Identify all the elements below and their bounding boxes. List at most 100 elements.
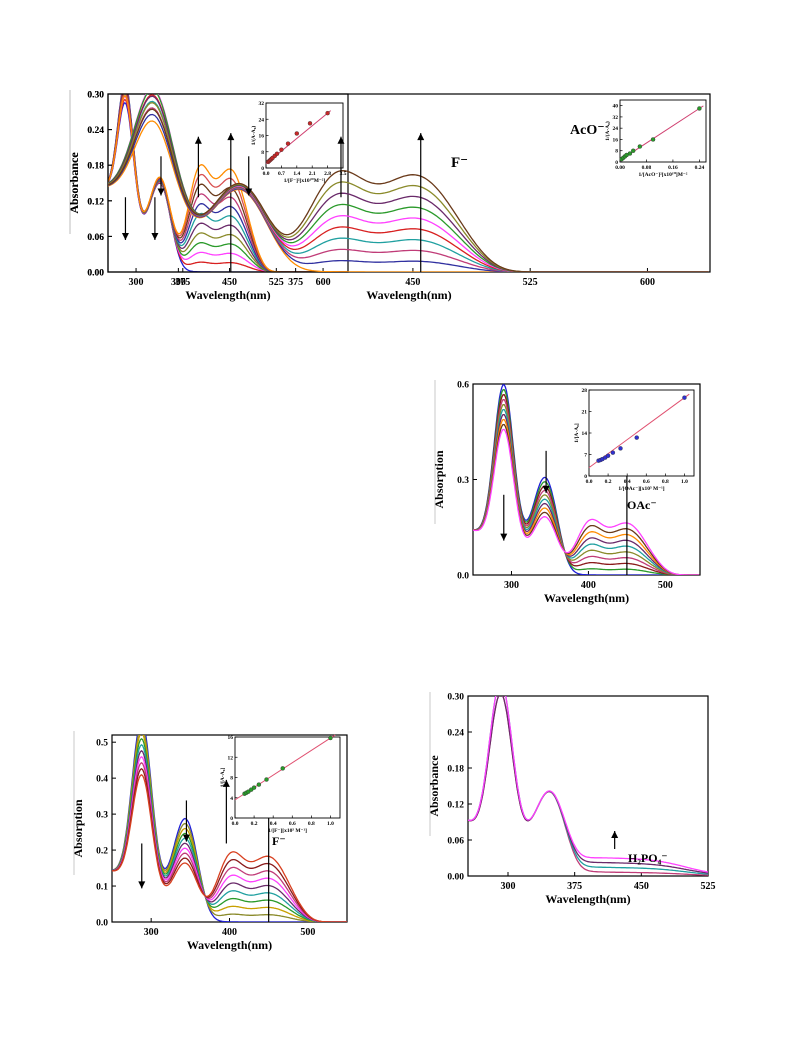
increase-arrow-1-head [194, 136, 202, 144]
inset-x-tick-label: 1.4 [293, 171, 300, 177]
inset-x-tick-label: 0.0 [586, 479, 593, 485]
x-tick-label: 600 [640, 277, 655, 288]
plot-frame [467, 695, 709, 877]
x-axis-label: Wavelength(nm) [366, 288, 451, 302]
inset-y-tick-label: 32 [613, 115, 619, 121]
y-tick-label: 0.1 [96, 883, 108, 893]
y-tick-label: 0.06 [447, 837, 464, 847]
series-line-1 [468, 696, 708, 876]
x-tick-label: 450 [405, 277, 420, 288]
inset-x-axis-label: 1/[F⁻]²[x10¹⁰M⁻²] [284, 177, 326, 184]
inset-y-tick-label: 14 [582, 431, 588, 437]
y-tick-label: 0.0 [96, 919, 108, 929]
y-axis-label: Absorbance [67, 152, 81, 214]
x-tick-label: 450 [634, 881, 649, 892]
inset-point [280, 766, 285, 771]
inset-y-tick-label: 24 [259, 117, 265, 123]
inset-y-tick-label: 40 [613, 104, 619, 110]
y-tick-label: 0.3 [457, 476, 469, 486]
inset-frame [588, 389, 695, 477]
inset-x-tick-label: 0.8 [662, 479, 669, 485]
decrease-arrow-1-head [151, 232, 159, 240]
x-tick-label: 400 [581, 580, 596, 591]
x-tick-label: 375 [567, 881, 582, 892]
inset-y-tick-label: 0 [584, 474, 587, 480]
inset-y-tick-label: 0 [615, 160, 618, 166]
increase-arrow-1-head [337, 136, 345, 144]
chart-oac-absorption: 0.0 0.3 0.6 300 400 500 Wavelength(nm) Absorpti… [432, 380, 701, 605]
inset-y-tick-label: 16 [228, 735, 234, 741]
series-line-10 [108, 108, 709, 272]
y-tick-label: 0.24 [87, 126, 104, 136]
inset-x-tick-label: 0.2 [251, 821, 258, 827]
ion-label: H₂PO₄⁻ [628, 851, 668, 865]
y-tick-label: 0.5 [96, 739, 108, 749]
series-group [108, 94, 348, 272]
y-tick-label: 0.18 [87, 162, 104, 172]
y-tick-label: 0.18 [87, 162, 104, 172]
inset-y-tick-label: 24 [613, 126, 619, 132]
ion-label: F⁻ [451, 155, 468, 171]
increase-arrow-head [611, 831, 619, 838]
inset-x-axis-label: 1/[AcO⁻]²[x10¹⁰]M⁻² [639, 171, 688, 178]
series-group [112, 735, 347, 922]
decrease-arrow-1-head [138, 881, 146, 889]
x-axis-label: Wavelength(nm) [544, 591, 629, 605]
chart-f-absorption: 0.0 0.1 0.2 0.3 0.4 0.5 300 400 500 Wavelength(nm… [71, 731, 348, 952]
series-line-4 [468, 696, 708, 873]
inset-x-tick-label: 0.2 [605, 479, 612, 485]
ion-label: AcO⁻ [570, 123, 605, 138]
y-tick-label: 0.06 [87, 233, 104, 243]
inset-x-tick-label: 1.0 [327, 821, 334, 827]
y-axis-label: Absorption [432, 450, 446, 508]
inset-y-axis-label: 1/[A-A₀] [220, 768, 226, 788]
y-tick-label: 0.30 [447, 693, 464, 703]
y-tick-label: 0.3 [96, 811, 108, 821]
inset-point [307, 121, 313, 126]
inset-x-tick-label: 0.0 [263, 171, 270, 177]
inset-y-tick-label: 21 [582, 410, 588, 416]
inset-x-tick-label: 0.4 [624, 479, 631, 485]
inset-x-axis-label: 1/[F⁻][x10⁵ M⁻¹] [268, 828, 307, 834]
inset-x-tick-label: 0.6 [643, 479, 650, 485]
inset-y-tick-label: 0 [261, 166, 264, 172]
increase-arrow-1-head [222, 779, 230, 787]
inset-point [650, 137, 656, 142]
inset-fit-line [588, 393, 690, 469]
x-axis-label: Wavelength(nm) [545, 892, 630, 906]
y-tick-label: 0.30 [87, 91, 104, 101]
x-tick-label: 600 [316, 277, 331, 288]
inset-x-tick-label: 0.7 [278, 171, 285, 177]
increase-arrow-2-head [227, 133, 235, 141]
inset-point [634, 435, 639, 440]
inset-x-tick-label: 0.08 [642, 165, 652, 171]
inset-plot: 0.0 0.7 1.4 2.1 2.8 3.5 0 8 16 24 32 1/[F⁻]²[x10¹⁰M… [250, 101, 347, 184]
x-tick-label: 500 [658, 580, 673, 591]
y-tick-label: 0.0 [457, 572, 469, 582]
series-line-12 [108, 94, 348, 272]
decrease-arrow-2-head [542, 485, 550, 493]
ion-label: OAc⁻ [627, 498, 657, 512]
inset-y-tick-label: 8 [230, 776, 233, 782]
inset-y-tick-label: 16 [259, 134, 265, 140]
y-tick-label: 0.00 [87, 269, 104, 279]
inset-y-tick-label: 12 [228, 755, 234, 761]
decrease-arrow-2-head [245, 188, 253, 196]
x-tick-label: 525 [269, 277, 284, 288]
ion-label: F⁻ [272, 834, 286, 848]
inset-plot: 0.0 0.2 0.4 0.6 0.8 1.0 0 7 14 21 28 1/[OAc⁻][x10⁵ … [574, 388, 695, 492]
inset-point [328, 735, 333, 741]
inset-point [251, 785, 257, 790]
decrease-arrow-2-head [157, 188, 165, 196]
series-line-2 [468, 696, 708, 875]
inset-y-axis-label: 1/[A-A₀] [574, 423, 580, 443]
y-tick-label: 0.12 [447, 801, 464, 811]
inset-x-tick-label: 0.6 [289, 821, 296, 827]
inset-frame [234, 736, 341, 819]
inset-point [697, 106, 702, 111]
inset-x-tick-label: 0.16 [668, 165, 678, 171]
inset-x-tick-label: 1.0 [681, 479, 688, 485]
inset-y-tick-label: 32 [259, 101, 265, 107]
decrease-arrow-1-head [500, 533, 508, 541]
